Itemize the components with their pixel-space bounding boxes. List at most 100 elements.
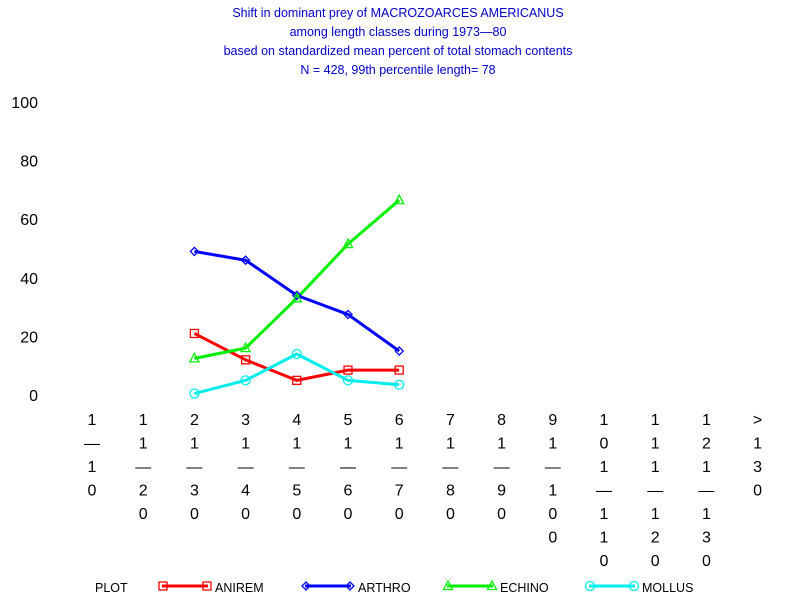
data-point-mollus <box>189 388 200 399</box>
data-point-echino <box>240 341 252 353</box>
x-tick-char: 1 <box>600 412 609 429</box>
x-tick-char: — <box>647 483 663 500</box>
x-tick-label: 1 1 1 — 1 2 0 <box>647 412 663 570</box>
x-tick-char: > <box>753 412 762 429</box>
legend-marker-anirem <box>158 581 168 591</box>
x-tick-char: 1 <box>139 436 148 453</box>
legend-marker-arthro <box>301 581 311 591</box>
x-tick-char: 1 <box>600 530 609 547</box>
data-point-anirem <box>240 355 251 365</box>
series-line-anirem <box>193 332 400 382</box>
x-tick-label: 3 1 — 4 0 <box>238 412 254 523</box>
x-tick-char: 3 <box>702 530 711 547</box>
title-line-2: among length classes during 1973—80 <box>290 25 507 39</box>
x-tick-char: — <box>238 459 254 476</box>
x-tick-char: 1 <box>651 412 660 429</box>
x-tick-char: 1 <box>497 436 506 453</box>
x-tick-char: 3 <box>241 412 250 429</box>
x-tick-char: 5 <box>344 412 353 429</box>
x-tick-char: 1 <box>446 436 455 453</box>
x-tick-label: 1 — 1 0 <box>84 412 100 500</box>
x-tick-char: 0 <box>548 530 557 547</box>
legend-item-mollus: MOLLUS <box>584 580 693 595</box>
x-tick-char: 2 <box>651 530 660 547</box>
x-tick-char: 0 <box>702 553 711 570</box>
legend: PLOT ANIREM ARTHRO ECHINO MOLLUS <box>95 579 693 595</box>
x-tick-char: 0 <box>344 506 353 523</box>
title-line-4: N = 428, 99th percentile length= 78 <box>300 63 495 77</box>
legend-label-anirem: ANIREM <box>215 581 264 595</box>
x-tick-char: 1 <box>702 412 711 429</box>
x-tick-char: 1 <box>548 483 557 500</box>
legend-marker-echino <box>486 579 498 591</box>
data-point-arthro <box>189 246 200 257</box>
legend-item-echino: ECHINO <box>442 579 549 595</box>
x-tick-char: 1 <box>651 436 660 453</box>
x-tick-char: 1 <box>344 436 353 453</box>
data-point-anirem <box>394 365 404 375</box>
x-tick-char: 1 <box>600 459 609 476</box>
legend-marker-mollus <box>584 580 596 592</box>
legend-marker-arthro <box>345 581 355 591</box>
legend-label-mollus: MOLLUS <box>642 581 693 595</box>
series-line-echino <box>194 199 401 360</box>
data-point-echino <box>291 291 303 303</box>
x-tick-char: 6 <box>395 412 404 429</box>
data-point-echino <box>342 237 354 249</box>
x-tick-char: 1 <box>600 506 609 523</box>
x-tick-char: 7 <box>446 412 455 429</box>
x-tick-char: 0 <box>497 506 506 523</box>
x-tick-char: 3 <box>753 459 762 476</box>
x-tick-label: 1 1 — 2 0 <box>135 412 151 523</box>
legend-marker-anirem <box>202 581 212 591</box>
x-tick-char: 0 <box>88 483 97 500</box>
y-tick-label: 60 <box>20 212 38 229</box>
x-tick-char: — <box>545 459 561 476</box>
x-tick-char: 0 <box>292 506 301 523</box>
x-tick-label: 2 1 — 3 0 <box>186 412 202 523</box>
y-tick-label: 0 <box>29 388 38 405</box>
x-tick-char: 9 <box>497 483 506 500</box>
x-tick-char: 7 <box>395 483 404 500</box>
x-tick-label: 6 1 — 7 0 <box>391 412 407 523</box>
data-point-mollus <box>240 375 251 386</box>
legend-title: PLOT <box>95 581 128 595</box>
x-tick-char: 5 <box>292 483 301 500</box>
x-tick-char: 2 <box>139 483 148 500</box>
data-point-arthro <box>394 346 405 356</box>
x-tick-char: — <box>391 459 407 476</box>
series-lines <box>193 199 401 395</box>
x-tick-char: 0 <box>241 506 250 523</box>
x-tick-label: 8 1 — 9 0 <box>494 412 510 523</box>
x-tick-label: 7 1 — 8 0 <box>442 412 458 523</box>
x-tick-char: 2 <box>702 436 711 453</box>
x-tick-char: 1 <box>88 459 97 476</box>
data-point-anirem <box>292 375 302 386</box>
data-point-mollus <box>291 348 302 360</box>
x-tick-char: 4 <box>241 483 250 500</box>
data-point-arthro <box>240 255 251 266</box>
x-tick-char: 0 <box>753 483 762 500</box>
legend-label-arthro: ARTHRO <box>358 581 411 595</box>
x-tick-char: 6 <box>344 483 353 500</box>
x-tick-char: — <box>596 483 612 500</box>
x-tick-char: — <box>494 459 510 476</box>
x-tick-label: 5 1 — 6 0 <box>340 412 356 523</box>
legend-item-anirem: ANIREM <box>158 581 264 595</box>
x-tick-char: 1 <box>88 412 97 429</box>
x-tick-char: 0 <box>446 506 455 523</box>
x-tick-char: 1 <box>395 436 404 453</box>
data-point-arthro <box>343 309 353 320</box>
x-tick-char: — <box>698 483 714 500</box>
x-tick-label: >1 3 0 <box>753 412 762 500</box>
x-tick-char: 1 <box>702 459 711 476</box>
legend-marker-echino <box>442 579 454 591</box>
x-tick-char: 8 <box>446 483 455 500</box>
data-point-echino <box>393 193 405 205</box>
x-tick-char: 0 <box>600 436 609 453</box>
data-point-echino <box>188 351 200 363</box>
x-tick-char: — <box>84 436 100 453</box>
x-tick-char: 1 <box>241 436 250 453</box>
x-tick-label: 1 2 1 — 1 3 0 <box>698 412 714 570</box>
